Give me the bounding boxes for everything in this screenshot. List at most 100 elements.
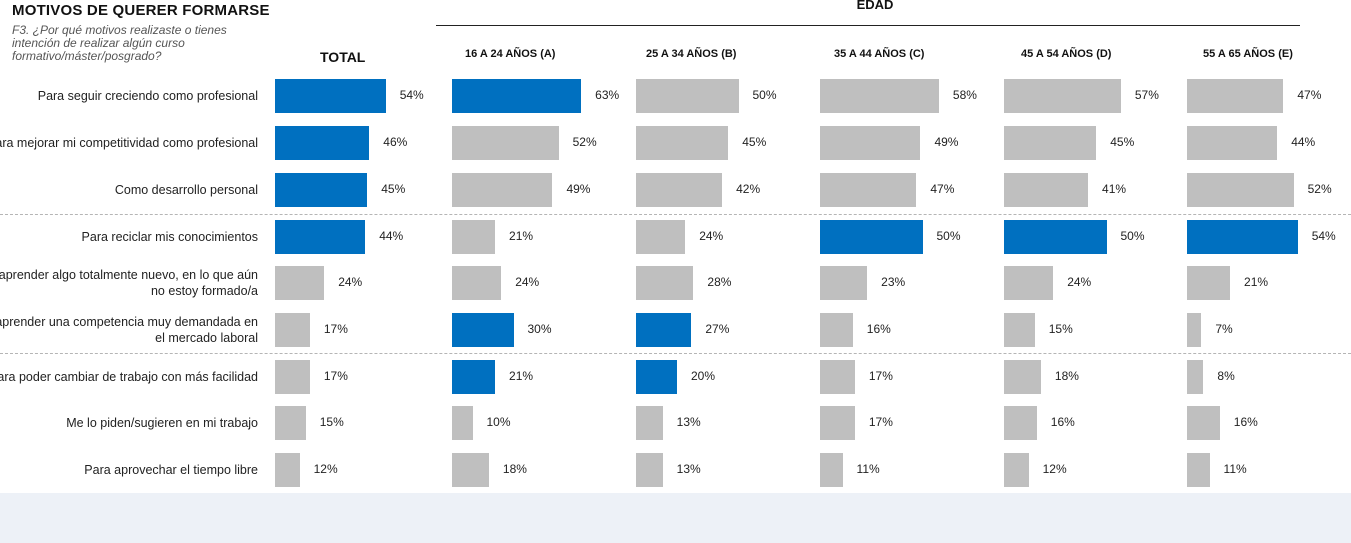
bar-0-8 — [275, 453, 300, 487]
value-label-3-1: 49% — [934, 135, 959, 149]
bar-1-7 — [452, 406, 473, 440]
bar-2-3 — [636, 220, 686, 254]
bar-4-7 — [1004, 406, 1037, 440]
value-label-2-8: 13% — [676, 462, 701, 476]
value-label-5-4: 21% — [1244, 275, 1269, 289]
bar-3-7 — [820, 406, 855, 440]
row-label-6: Para poder cambiar de trabajo con más fa… — [0, 370, 258, 384]
value-label-4-4: 24% — [1067, 275, 1092, 289]
bar-2-0 — [636, 79, 739, 113]
value-label-4-5: 15% — [1048, 322, 1073, 336]
row-label-5: Para aprender una competencia muy demand… — [0, 315, 258, 345]
bar-3-2 — [820, 173, 917, 207]
bar-0-5 — [275, 313, 310, 347]
value-label-3-5: 16% — [866, 322, 891, 336]
bar-4-0 — [1004, 79, 1121, 113]
bar-1-2 — [452, 173, 553, 207]
value-label-5-7: 16% — [1233, 415, 1258, 429]
row-label-3: Para reciclar mis conocimientos — [81, 230, 258, 244]
bar-3-8 — [820, 453, 843, 487]
group-separator-0 — [0, 214, 1351, 215]
value-label-3-3: 50% — [936, 229, 961, 243]
value-label-1-1: 52% — [572, 135, 597, 149]
bar-4-6 — [1004, 360, 1041, 394]
bar-4-5 — [1004, 313, 1035, 347]
row-label-1: Para mejorar mi competitividad como prof… — [0, 136, 258, 150]
value-label-0-8: 12% — [313, 462, 338, 476]
row-label-7: Me lo piden/sugieren en mi trabajo — [66, 416, 258, 430]
bar-5-2 — [1187, 173, 1294, 207]
bar-2-8 — [636, 453, 663, 487]
bar-0-7 — [275, 406, 306, 440]
bar-5-1 — [1187, 126, 1278, 160]
value-label-4-2: 41% — [1102, 182, 1127, 196]
value-label-1-2: 49% — [566, 182, 591, 196]
bar-1-3 — [452, 220, 496, 254]
value-label-0-6: 17% — [323, 369, 348, 383]
value-label-3-2: 47% — [930, 182, 955, 196]
edad-group-header: EDAD — [856, 0, 894, 12]
bar-1-8 — [452, 453, 489, 487]
group-separator-1 — [0, 353, 1351, 354]
value-label-5-2: 52% — [1307, 182, 1332, 196]
value-label-4-3: 50% — [1120, 229, 1145, 243]
column-header-1: 16 A 24 AÑOS (A) — [465, 48, 556, 60]
value-label-4-1: 45% — [1110, 135, 1135, 149]
value-label-4-8: 12% — [1042, 462, 1067, 476]
value-label-0-1: 46% — [383, 135, 408, 149]
value-label-1-4: 24% — [515, 275, 540, 289]
value-label-3-0: 58% — [952, 88, 977, 102]
column-header-5: 55 A 65 AÑOS (E) — [1203, 48, 1293, 60]
bar-3-5 — [820, 313, 853, 347]
bar-3-3 — [820, 220, 923, 254]
bar-5-5 — [1187, 313, 1202, 347]
bar-2-4 — [636, 266, 694, 300]
value-label-5-3: 54% — [1311, 229, 1336, 243]
chart-title: MOTIVOS DE QUERER FORMARSE — [12, 2, 270, 19]
value-label-0-0: 54% — [399, 88, 424, 102]
bar-0-2 — [275, 173, 368, 207]
bar-4-8 — [1004, 453, 1029, 487]
bar-2-2 — [636, 173, 723, 207]
value-label-1-7: 10% — [486, 415, 511, 429]
row-label-8: Para aprovechar el tiempo libre — [84, 463, 258, 477]
bar-0-0 — [275, 79, 386, 113]
value-label-4-0: 57% — [1134, 88, 1159, 102]
value-label-2-7: 13% — [676, 415, 701, 429]
value-label-5-5: 7% — [1215, 322, 1233, 336]
value-label-0-7: 15% — [319, 415, 344, 429]
value-label-4-6: 18% — [1054, 369, 1079, 383]
value-label-0-3: 44% — [379, 229, 404, 243]
value-label-3-4: 23% — [881, 275, 906, 289]
value-label-5-6: 8% — [1217, 369, 1235, 383]
bar-3-6 — [820, 360, 855, 394]
value-label-2-3: 24% — [699, 229, 724, 243]
value-label-2-2: 42% — [736, 182, 761, 196]
footer-band — [0, 493, 1351, 543]
value-label-3-6: 17% — [868, 369, 893, 383]
bar-2-1 — [636, 126, 729, 160]
bar-3-1 — [820, 126, 921, 160]
bar-1-0 — [452, 79, 582, 113]
value-label-5-0: 47% — [1297, 88, 1322, 102]
bar-0-4 — [275, 266, 325, 300]
value-label-2-1: 45% — [742, 135, 767, 149]
column-header-3: 35 A 44 AÑOS (C) — [834, 48, 925, 60]
bar-1-6 — [452, 360, 496, 394]
bar-5-3 — [1187, 220, 1298, 254]
bar-5-8 — [1187, 453, 1210, 487]
bar-5-0 — [1187, 79, 1284, 113]
value-label-2-0: 50% — [752, 88, 777, 102]
value-label-4-7: 16% — [1050, 415, 1075, 429]
value-label-2-5: 27% — [705, 322, 730, 336]
bar-0-6 — [275, 360, 310, 394]
bar-4-3 — [1004, 220, 1107, 254]
bar-5-7 — [1187, 406, 1220, 440]
row-label-4: Para aprender algo totalmente nuevo, en … — [0, 268, 258, 298]
value-label-1-6: 21% — [509, 369, 534, 383]
column-header-2: 25 A 34 AÑOS (B) — [646, 48, 737, 60]
bar-2-5 — [636, 313, 692, 347]
value-label-5-8: 11% — [1223, 462, 1247, 476]
bar-3-0 — [820, 79, 939, 113]
row-label-0: Para seguir creciendo como profesional — [37, 89, 258, 103]
